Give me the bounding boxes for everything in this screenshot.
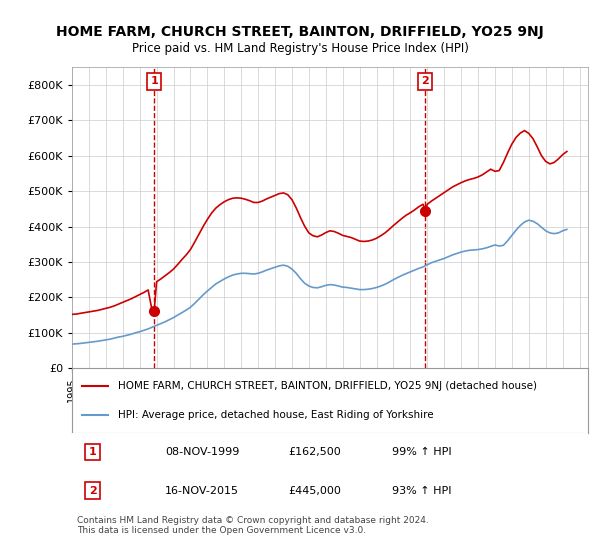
Text: HOME FARM, CHURCH STREET, BAINTON, DRIFFIELD, YO25 9NJ: HOME FARM, CHURCH STREET, BAINTON, DRIFF… [56, 25, 544, 39]
Text: 2: 2 [89, 486, 97, 496]
Text: HPI: Average price, detached house, East Riding of Yorkshire: HPI: Average price, detached house, East… [118, 410, 434, 419]
Text: 2: 2 [421, 76, 429, 86]
Text: 1: 1 [151, 76, 158, 86]
Text: Price paid vs. HM Land Registry's House Price Index (HPI): Price paid vs. HM Land Registry's House … [131, 42, 469, 55]
Text: Contains HM Land Registry data © Crown copyright and database right 2024.
This d: Contains HM Land Registry data © Crown c… [77, 516, 429, 535]
Text: 16-NOV-2015: 16-NOV-2015 [165, 486, 239, 496]
Text: 1: 1 [89, 447, 97, 457]
Text: £162,500: £162,500 [289, 447, 341, 457]
Text: 08-NOV-1999: 08-NOV-1999 [165, 447, 239, 457]
Text: HOME FARM, CHURCH STREET, BAINTON, DRIFFIELD, YO25 9NJ (detached house): HOME FARM, CHURCH STREET, BAINTON, DRIFF… [118, 381, 538, 391]
Text: 99% ↑ HPI: 99% ↑ HPI [392, 447, 452, 457]
Text: 93% ↑ HPI: 93% ↑ HPI [392, 486, 451, 496]
Text: £445,000: £445,000 [289, 486, 341, 496]
